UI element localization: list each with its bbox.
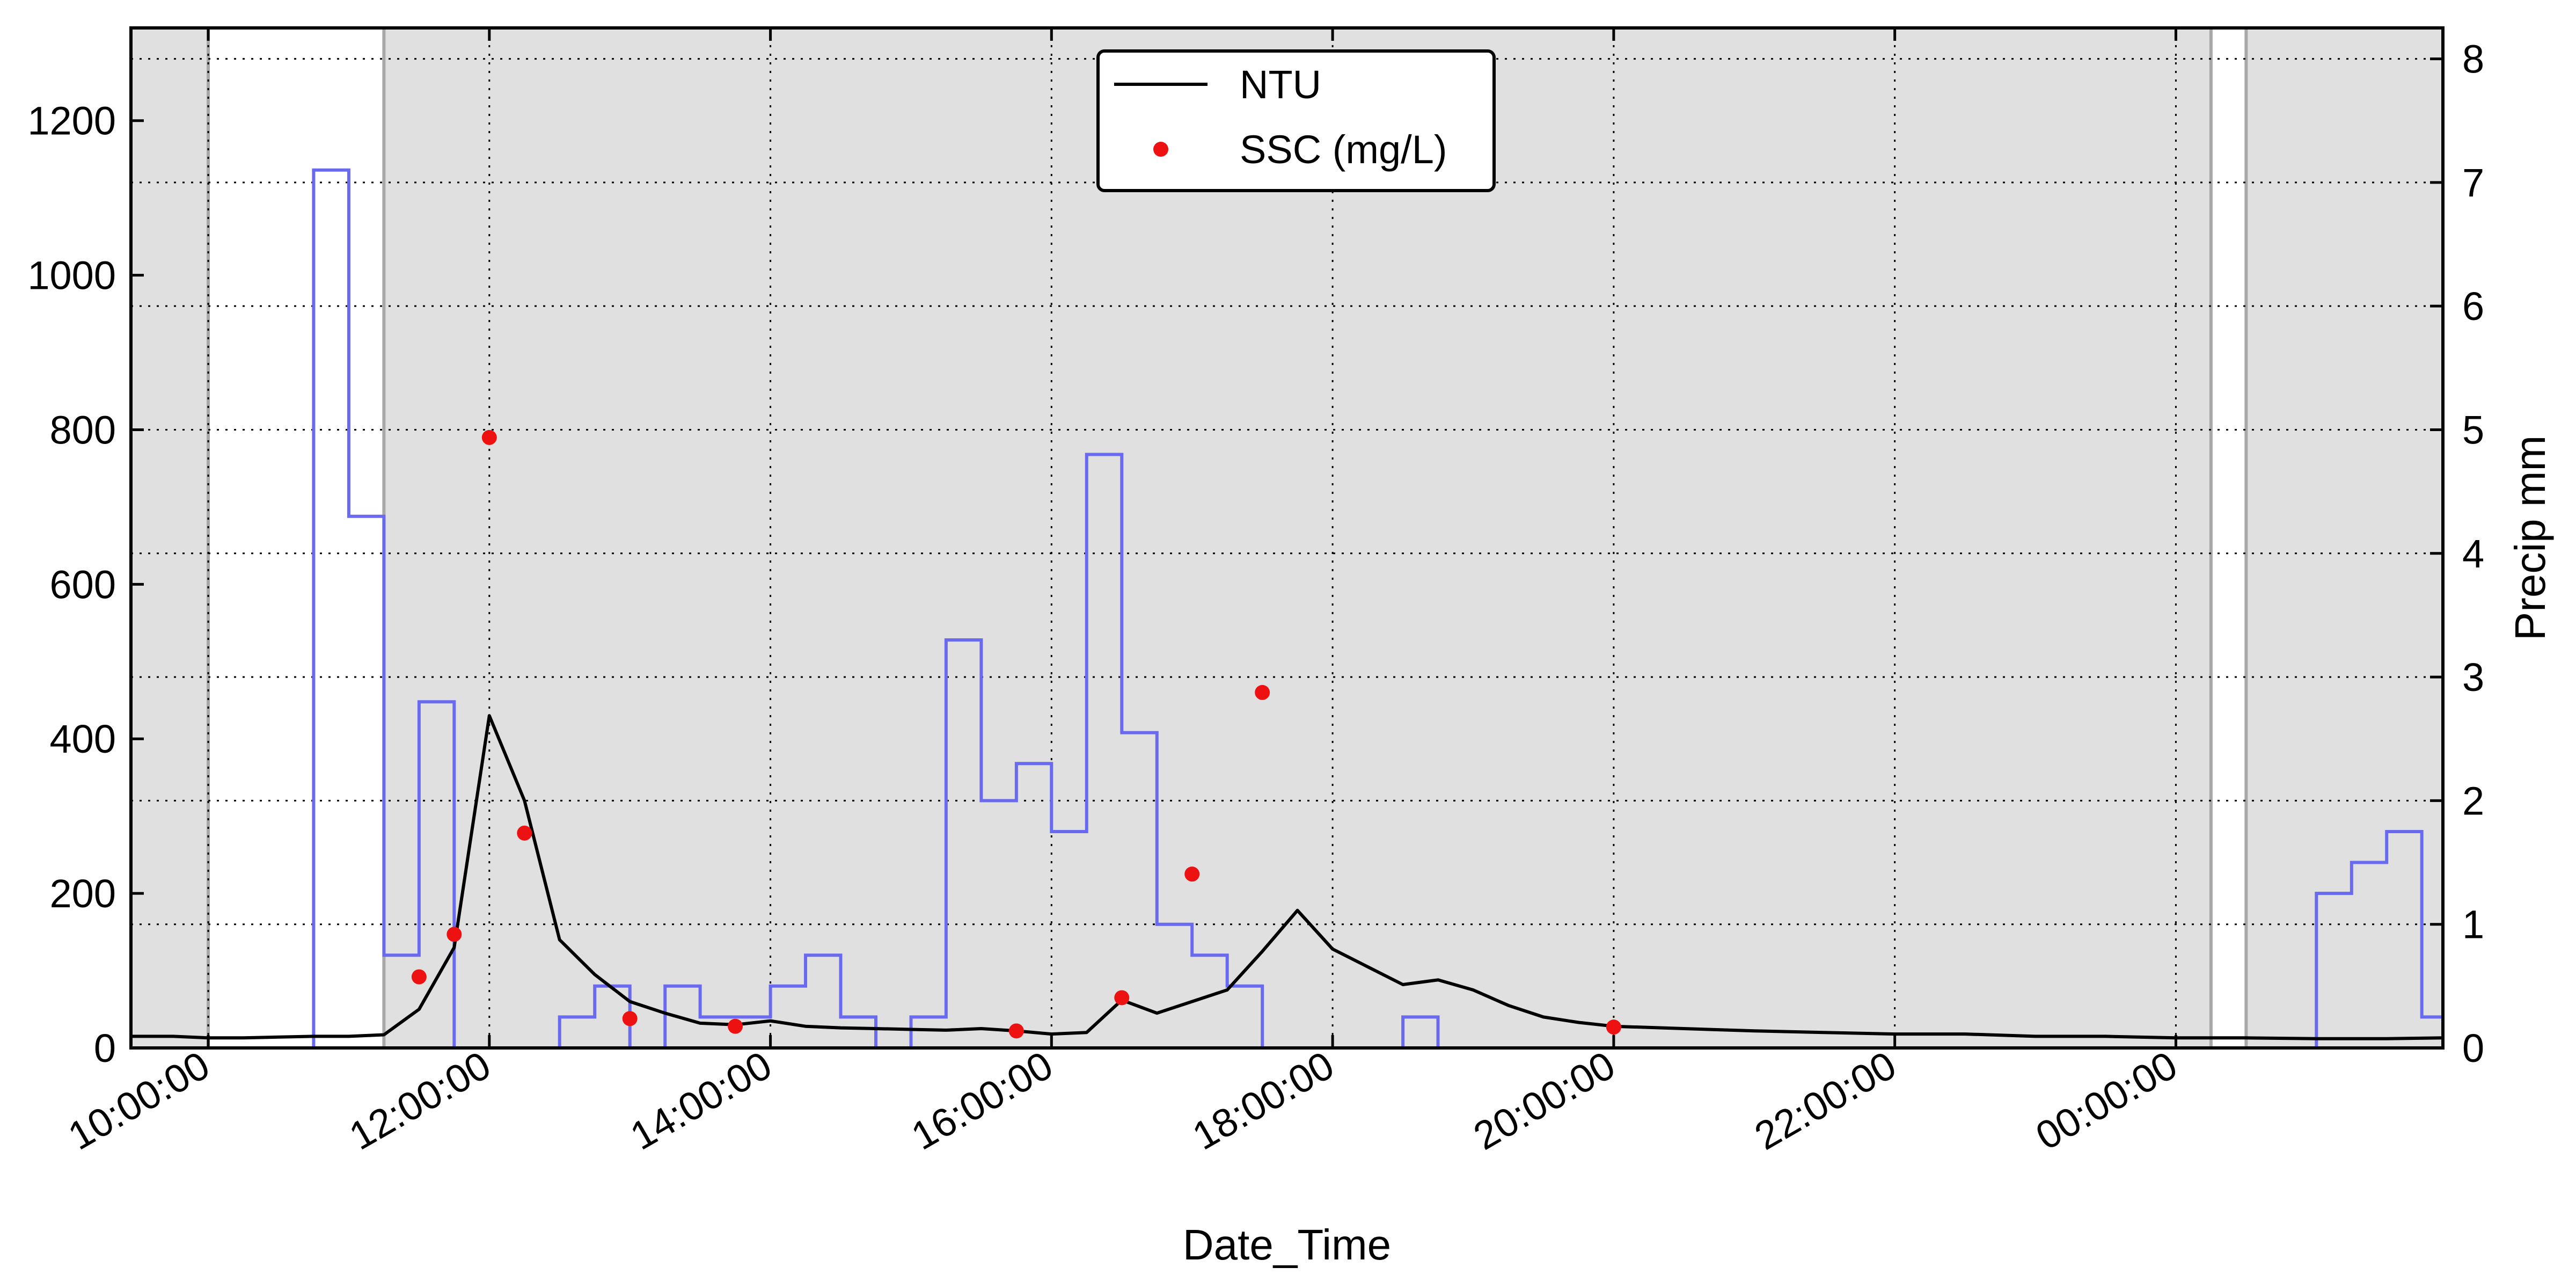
unshaded-interval-0 [208, 28, 384, 1048]
left-axis-ticks: 0 200 400 600 800 1000 1200 [27, 99, 144, 1070]
ssc-point [622, 1011, 638, 1026]
unshaded-interval-1 [2211, 28, 2246, 1048]
y2-tick-label: 6 [2462, 284, 2484, 329]
right-axis-label: Precip mm [2506, 435, 2554, 640]
y-tick-label: 600 [50, 562, 116, 607]
ssc-series [411, 429, 1621, 1039]
y-tick-label: 1200 [27, 99, 116, 143]
y2-tick-label: 2 [2462, 778, 2484, 823]
x-tick-label: 12:00:00 [342, 1043, 498, 1159]
legend: NTU SSC (mg/L) [1096, 49, 1496, 192]
x-tick-label: 10:00:00 [61, 1043, 217, 1159]
x-tick-label: 18:00:00 [1185, 1043, 1341, 1159]
x-tick-label: 20:00:00 [1466, 1043, 1622, 1159]
y2-tick-label: 0 [2462, 1026, 2484, 1070]
y2-tick-label: 7 [2462, 161, 2484, 205]
y2-tick-label: 1 [2462, 902, 2484, 947]
plot-background [131, 28, 2443, 1048]
plot-shade [131, 28, 2443, 1048]
ssc-point [1255, 684, 1270, 700]
legend-ssc-label: SSC (mg/L) [1240, 127, 1447, 172]
y2-tick-label: 4 [2462, 531, 2484, 576]
y2-tick-label: 3 [2462, 655, 2484, 700]
x-tick-label: 14:00:00 [623, 1043, 779, 1159]
x-tick-label: 00:00:00 [2028, 1043, 2184, 1159]
x-axis-label: Date_Time [1183, 1221, 1391, 1269]
ssc-point [1008, 1023, 1024, 1039]
plot-border [129, 26, 2445, 1050]
x-tick-label: 22:00:00 [1747, 1043, 1904, 1159]
y2-tick-label: 8 [2462, 37, 2484, 82]
ssc-point [1606, 1019, 1621, 1035]
ntu-series [131, 714, 2443, 1040]
ssc-point [517, 825, 532, 841]
right-axis-ticks: 0 1 2 3 4 5 6 7 8 [2430, 37, 2484, 1070]
legend-ntu-label: NTU [1240, 62, 1321, 107]
ssc-point [481, 429, 497, 445]
ntu-line [131, 714, 2443, 1040]
ssc-point [728, 1018, 743, 1034]
ssc-point [1114, 990, 1130, 1006]
y-tick-label: 200 [50, 871, 116, 916]
y-tick-label: 400 [50, 717, 116, 761]
legend-ssc-swatch [1153, 142, 1168, 157]
y-tick-label: 800 [50, 407, 116, 452]
ssc-point [1184, 866, 1200, 882]
ssc-point [411, 969, 427, 985]
y-tick-label: 0 [94, 1026, 116, 1070]
x-tick-label: 16:00:00 [904, 1043, 1060, 1159]
plot-frame [129, 26, 2445, 1050]
ssc-point [447, 927, 462, 942]
y-tick-label: 1000 [27, 253, 116, 298]
y2-tick-label: 5 [2462, 407, 2484, 452]
